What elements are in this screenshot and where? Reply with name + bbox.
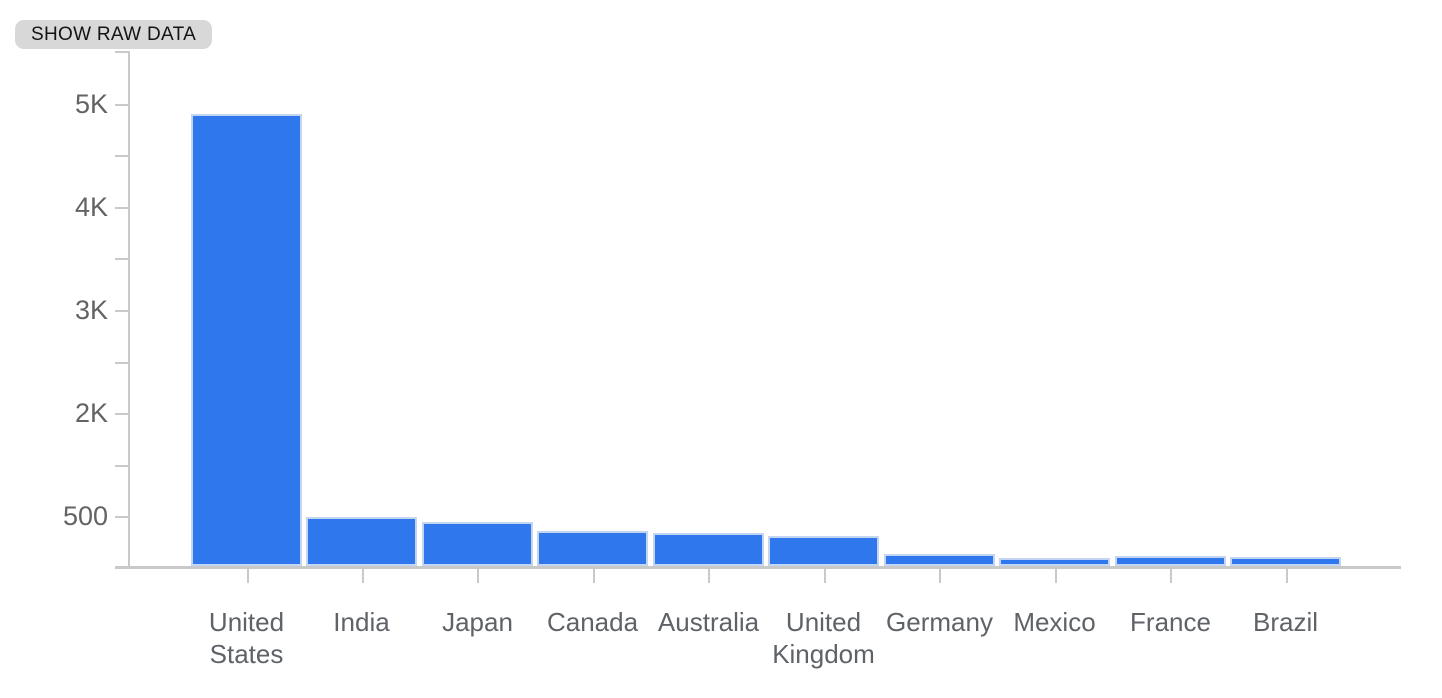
x-axis-label-united-states: United States (208, 607, 285, 669)
y-axis-tick (115, 362, 130, 364)
y-axis-tick (115, 516, 130, 518)
bar-mexico[interactable] (999, 558, 1110, 566)
y-axis-label-5k: 5K (74, 89, 108, 119)
y-axis-tick (115, 207, 130, 209)
bar-india[interactable] (306, 517, 417, 566)
x-axis-label-japan: Japan (442, 607, 513, 637)
x-axis-tick (362, 569, 364, 583)
y-axis-tick (115, 413, 130, 415)
bar-australia[interactable] (653, 533, 764, 566)
x-axis-label-canada: Canada (546, 607, 639, 637)
y-axis-label-2k: 2K (74, 398, 108, 428)
y-axis-label-4k: 4K (74, 192, 108, 222)
bar-germany[interactable] (884, 554, 995, 566)
x-axis-tick (1170, 569, 1172, 583)
y-axis-tick (115, 51, 130, 53)
x-axis-tick (939, 569, 941, 583)
x-axis-tick (477, 569, 479, 583)
bar-canada[interactable] (537, 531, 648, 566)
x-axis-tick (708, 569, 710, 583)
x-axis-tick (593, 569, 595, 583)
bar-united-states[interactable] (191, 114, 302, 566)
y-axis-tick (115, 155, 130, 157)
bar-japan[interactable] (422, 522, 533, 566)
y-axis-tick (115, 104, 130, 106)
x-axis-tick (824, 569, 826, 583)
x-axis-line (115, 566, 1401, 569)
y-axis-tick (115, 465, 130, 467)
bar-united-kingdom[interactable] (768, 536, 879, 566)
x-axis-label-brazil: Brazil (1252, 607, 1318, 637)
show-raw-data-button[interactable]: SHOW RAW DATA (15, 20, 213, 49)
x-axis-label-germany: Germany (886, 607, 993, 637)
x-axis-tick (1286, 569, 1288, 583)
x-axis-tick (1055, 569, 1057, 583)
y-axis-tick (115, 310, 130, 312)
y-axis-tick (115, 258, 130, 260)
x-axis-tick (247, 569, 249, 583)
x-axis-label-united-kingdom: United Kingdom (772, 607, 875, 669)
x-axis-label-australia: Australia (657, 607, 760, 637)
x-axis-label-india: India (333, 607, 390, 637)
y-axis-label-500: 500 (62, 501, 108, 531)
y-axis-label-3k: 3K (74, 295, 108, 325)
bar-france[interactable] (1115, 556, 1226, 566)
x-axis-label-france: France (1130, 607, 1211, 637)
bar-brazil[interactable] (1230, 557, 1341, 566)
x-axis-label-mexico: Mexico (1013, 607, 1096, 637)
